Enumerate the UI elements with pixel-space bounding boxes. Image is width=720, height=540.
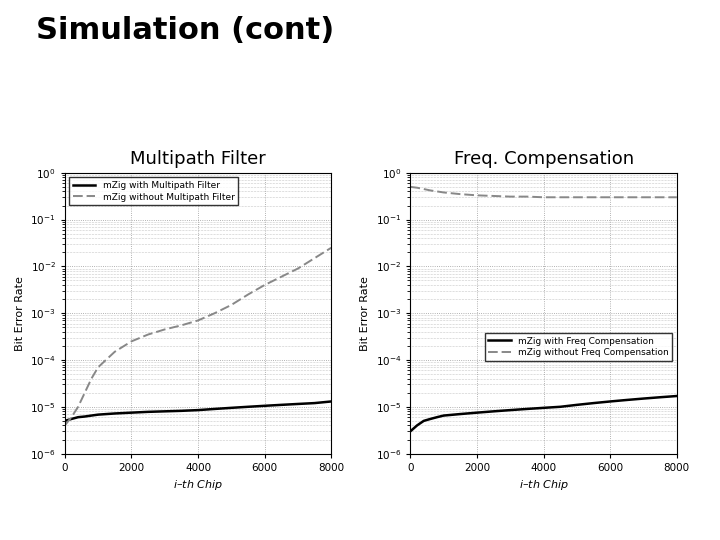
X-axis label: $i$–th Chip: $i$–th Chip (518, 478, 569, 492)
Y-axis label: Bit Error Rate: Bit Error Rate (14, 276, 24, 350)
Legend: mZig with Multipath Filter, mZig without Multipath Filter: mZig with Multipath Filter, mZig without… (69, 177, 238, 205)
X-axis label: $i$–th Chip: $i$–th Chip (173, 478, 223, 492)
Title: Freq. Compensation: Freq. Compensation (454, 151, 634, 168)
Text: Simulation (cont): Simulation (cont) (36, 16, 334, 45)
Title: Multipath Filter: Multipath Filter (130, 151, 266, 168)
Y-axis label: Bit Error Rate: Bit Error Rate (360, 276, 370, 350)
Legend: mZig with Freq Compensation, mZig without Freq Compensation: mZig with Freq Compensation, mZig withou… (485, 333, 672, 361)
